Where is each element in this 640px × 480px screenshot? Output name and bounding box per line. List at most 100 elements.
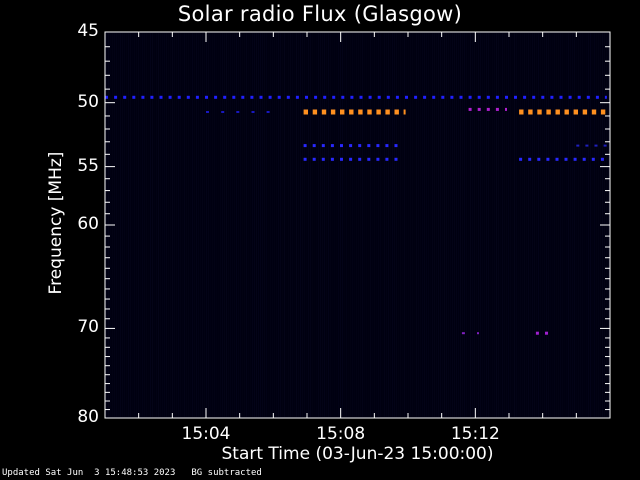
noise-column: [126, 33, 127, 417]
noise-column: [368, 33, 369, 417]
emission-mark: [312, 157, 316, 161]
noise-column: [236, 33, 237, 417]
noise-column: [548, 33, 549, 417]
emission-marks: [105, 95, 607, 335]
noise-column: [120, 33, 121, 417]
noise-column: [560, 33, 561, 417]
noise-column: [494, 33, 495, 417]
y-tick-label: 55: [77, 155, 99, 176]
noise-column: [388, 33, 389, 417]
emission-mark: [177, 95, 181, 99]
emission-mark: [367, 157, 371, 161]
noise-column: [504, 33, 505, 417]
x-tick-label: 15:04: [181, 424, 231, 444]
noise-column: [484, 33, 485, 417]
noise-column: [344, 33, 345, 417]
noise-column: [546, 33, 547, 417]
emission-mark: [206, 111, 209, 113]
noise-column: [274, 33, 275, 417]
noise-column: [492, 33, 493, 417]
noise-column: [340, 33, 341, 417]
noise-columns: [106, 33, 609, 417]
noise-column: [308, 33, 309, 417]
emission-mark: [591, 157, 595, 161]
updated-timestamp: Updated Sat Jun 3 15:48:53 2023: [2, 468, 176, 478]
noise-column: [242, 33, 243, 417]
noise-column: [430, 33, 431, 417]
emission-mark: [386, 95, 390, 99]
emission-mark: [586, 95, 590, 99]
noise-column: [544, 33, 545, 417]
noise-column: [420, 33, 421, 417]
noise-column: [194, 33, 195, 417]
noise-column: [592, 33, 593, 417]
emission-mark: [141, 95, 145, 99]
noise-column: [386, 33, 387, 417]
x-axis-label: Start Time (03-Jun-23 15:00:00): [221, 444, 494, 464]
y-tick-label: 50: [77, 91, 99, 112]
noise-column: [130, 33, 131, 417]
emission-mark: [403, 109, 406, 115]
noise-column: [428, 33, 429, 417]
noise-column: [294, 33, 295, 417]
noise-column: [250, 33, 251, 417]
noise-column: [258, 33, 259, 417]
noise-column: [580, 33, 581, 417]
emission-mark: [349, 109, 354, 115]
emission-mark: [537, 109, 542, 115]
emission-mark: [385, 144, 389, 148]
noise-column: [398, 33, 399, 417]
emission-mark: [358, 109, 363, 115]
emission-mark: [564, 157, 568, 161]
noise-column: [224, 33, 225, 417]
noise-column: [472, 33, 473, 417]
noise-column: [456, 33, 457, 417]
noise-column: [458, 33, 459, 417]
emission-mark: [577, 95, 581, 99]
noise-column: [314, 33, 315, 417]
emission-mark: [535, 331, 539, 335]
noise-column: [324, 33, 325, 417]
emission-mark: [385, 157, 389, 161]
emission-mark: [232, 95, 236, 99]
emission-mark: [594, 144, 598, 147]
noise-column: [256, 33, 257, 417]
noise-column: [278, 33, 279, 417]
emission-mark: [277, 95, 281, 99]
emission-mark: [576, 144, 580, 147]
noise-column: [164, 33, 165, 417]
noise-column: [176, 33, 177, 417]
noise-column: [296, 33, 297, 417]
emission-mark: [477, 95, 481, 99]
noise-column: [238, 33, 239, 417]
noise-column: [298, 33, 299, 417]
noise-column: [116, 33, 117, 417]
noise-column: [402, 33, 403, 417]
noise-column: [240, 33, 241, 417]
noise-column: [282, 33, 283, 417]
noise-column: [574, 33, 575, 417]
noise-column: [442, 33, 443, 417]
noise-column: [590, 33, 591, 417]
noise-column: [376, 33, 377, 417]
emission-mark: [432, 95, 436, 99]
noise-column: [488, 33, 489, 417]
emission-mark: [250, 95, 254, 99]
noise-column: [312, 33, 313, 417]
noise-column: [286, 33, 287, 417]
noise-column: [230, 33, 231, 417]
emission-mark: [367, 144, 371, 148]
emission-mark: [600, 109, 606, 115]
emission-mark: [559, 95, 563, 99]
noise-column: [162, 33, 163, 417]
noise-column: [332, 33, 333, 417]
emission-mark: [385, 109, 390, 115]
y-tick-label: 45: [77, 21, 99, 41]
noise-column: [252, 33, 253, 417]
emission-mark: [241, 95, 245, 99]
emission-mark: [340, 109, 345, 115]
emission-mark: [376, 109, 381, 115]
noise-column: [444, 33, 445, 417]
noise-column: [498, 33, 499, 417]
